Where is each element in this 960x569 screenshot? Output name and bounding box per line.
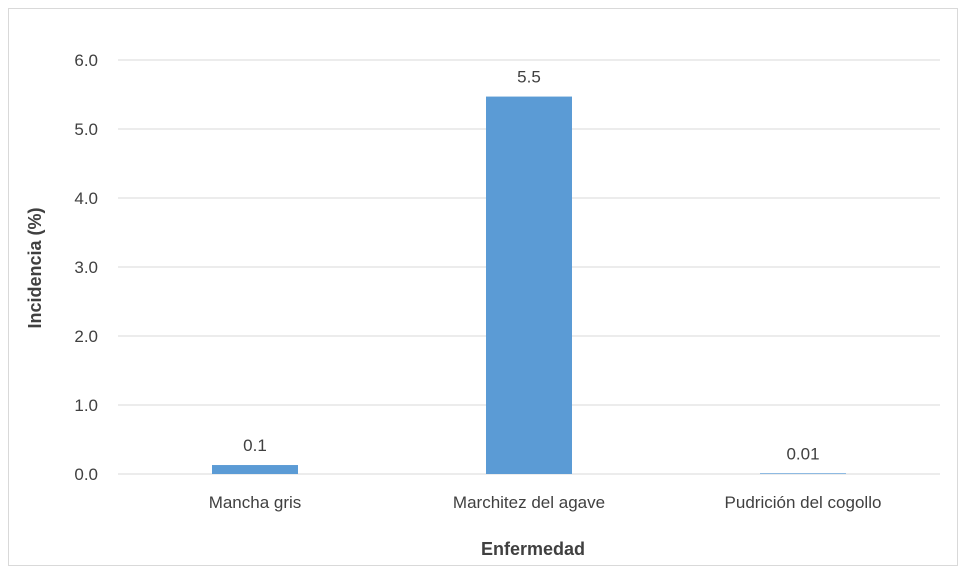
x-axis-title: Enfermedad xyxy=(481,539,585,559)
y-tick-label: 0.0 xyxy=(74,465,98,484)
x-tick-label: Marchitez del agave xyxy=(453,493,605,512)
y-tick-label: 1.0 xyxy=(74,396,98,415)
x-tick-label: Pudrición del cogollo xyxy=(725,493,882,512)
x-axis-ticks: Mancha gris Marchitez del agave Pudrición … xyxy=(209,493,882,512)
y-tick-label: 6.0 xyxy=(74,51,98,70)
bar xyxy=(760,473,846,474)
data-label: 0.01 xyxy=(786,444,819,463)
chart-frame xyxy=(8,8,958,566)
y-axis-ticks: 0.0 1.0 2.0 3.0 4.0 5.0 6.0 xyxy=(74,51,98,484)
y-tick-label: 2.0 xyxy=(74,327,98,346)
bar xyxy=(212,465,298,474)
data-labels: 0.1 5.5 0.01 xyxy=(243,68,819,464)
bars xyxy=(212,96,846,474)
data-label: 5.5 xyxy=(517,68,541,87)
data-label: 0.1 xyxy=(243,436,267,455)
y-tick-label: 3.0 xyxy=(74,258,98,277)
bar xyxy=(486,96,572,474)
y-axis-title: Incidencia (%) xyxy=(25,207,45,328)
y-tick-label: 4.0 xyxy=(74,189,98,208)
x-tick-label: Mancha gris xyxy=(209,493,302,512)
y-tick-label: 5.0 xyxy=(74,120,98,139)
